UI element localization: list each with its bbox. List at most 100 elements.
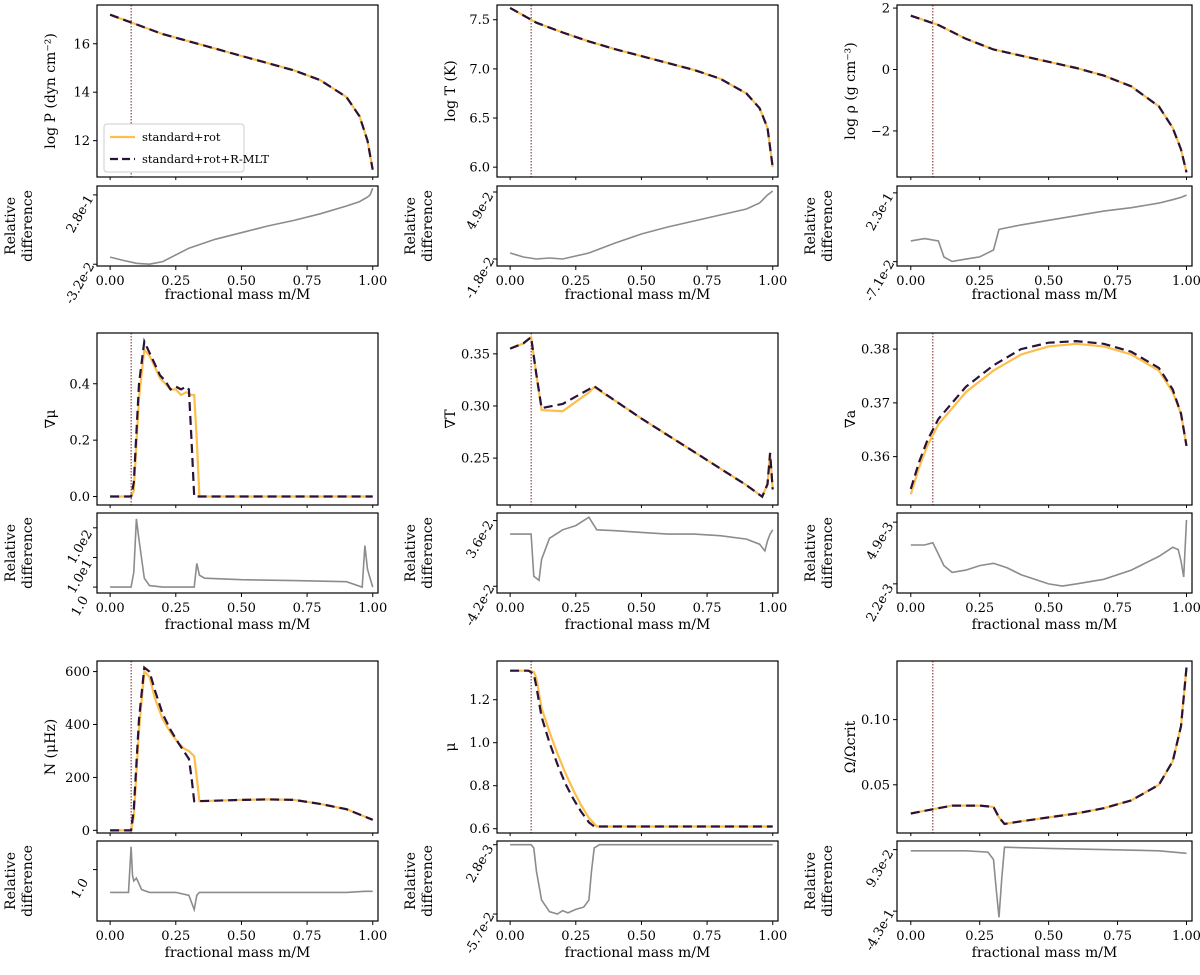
series-standard-rot-line (910, 14, 1188, 173)
difference-plot-frame (896, 512, 1193, 594)
diff-y-axis-label: difference (820, 517, 836, 589)
x-tick-label: 0.75 (1103, 274, 1132, 289)
y-tick-label: 7.0 (469, 62, 490, 77)
legend-label: standard+rot+R-MLT (142, 152, 269, 166)
x-tick-label: 1.00 (358, 601, 387, 616)
difference-plot-frame (496, 512, 779, 594)
y-tick-label: 0 (882, 63, 890, 78)
diff-y-tick-label: 2.3e-1 (864, 191, 898, 234)
series-standard-rot-rmlt-line (110, 337, 373, 498)
diff-y-axis-label: Relative (803, 524, 819, 582)
x-tick-label: 1.00 (1172, 929, 1200, 944)
relative-difference-line (110, 846, 373, 913)
panel-5: 0.36 0.37 0.38 ∇a 2.2e-3 4.9e-3 0.00 0.25 0.50 0.… (803, 332, 1200, 633)
x-tick-label: 0.50 (627, 274, 656, 289)
relative-difference-line (509, 190, 774, 260)
x-axis-label: fractional mass m/M (565, 287, 711, 303)
main-plot-frame (96, 332, 379, 506)
diff-y-axis-label: difference (20, 190, 36, 262)
difference-plot: -5.7e-2 2.8e-3 0.00 0.25 0.50 0.75 1.00 Relativ… (403, 840, 787, 961)
x-tick-label: 1.00 (358, 929, 387, 944)
diff-y-tick-label: 2.8e-1 (64, 193, 98, 236)
series-standard-rot-line (110, 347, 373, 498)
series-standard-rot-rmlt-line (110, 665, 374, 832)
x-tick-label: 0.75 (1103, 601, 1132, 616)
x-axis-label: fractional mass m/M (165, 617, 311, 633)
x-tick-label: 0.50 (227, 601, 256, 616)
diff-y-axis-label: Relative (403, 852, 419, 910)
y-tick-label: 0.35 (461, 347, 490, 362)
x-tick-label: 0.50 (1034, 274, 1063, 289)
diff-y-tick-label: -5.7e-2 (463, 910, 499, 957)
diff-y-axis-label: difference (420, 190, 436, 262)
diff-y-tick-label: 1.0 (69, 594, 92, 619)
x-axis-label: fractional mass m/M (972, 617, 1118, 633)
x-tick-label: 0.50 (627, 929, 656, 944)
y-tick-label: 1.2 (469, 693, 490, 708)
series-standard-rot-line (509, 335, 774, 499)
y-tick-label: 0.4 (69, 377, 90, 392)
x-tick-label: 0.00 (896, 274, 925, 289)
diff-y-tick-label: -7.1e-2 (863, 258, 899, 305)
y-tick-label: 0.25 (461, 452, 490, 467)
diff-y-tick-label: 1.0e2 (65, 528, 96, 567)
x-tick-label: 0.25 (561, 274, 590, 289)
y-tick-label: 0.8 (469, 779, 490, 794)
panel-0: 12 14 16 log P (dyn cm⁻²) -3.2e-2 2.8e-1 0.00 0… (3, 4, 387, 307)
x-tick-label: 0.75 (693, 929, 722, 944)
x-tick-label: 0.00 (896, 929, 925, 944)
diff-y-axis-label: Relative (3, 852, 19, 910)
diff-y-axis-label: Relative (803, 852, 819, 910)
diff-y-axis-label: difference (420, 845, 436, 917)
x-tick-label: 0.75 (293, 601, 322, 616)
difference-plot: 1.0 0.00 0.25 0.50 0.75 1.00 Relative differenc… (3, 840, 387, 961)
legend-label: standard+rot (142, 130, 221, 144)
x-tick-label: 0.75 (293, 929, 322, 944)
y-tick-label: 0.10 (861, 713, 890, 728)
relative-difference-line (910, 519, 1188, 587)
difference-plot-frame (496, 840, 779, 922)
panel-6: 0 200 400 600 N (μHz) 1.0 0.00 0.25 0.50 0.75 1.00… (3, 660, 387, 961)
y-tick-label: −2 (871, 124, 890, 139)
series-standard-rot-rmlt-line (910, 14, 1188, 173)
x-tick-label: 0.25 (965, 274, 994, 289)
y-axis-label: log ρ (g cm⁻³) (843, 42, 859, 139)
diff-y-axis-label: Relative (403, 197, 419, 255)
main-plot-frame (896, 4, 1193, 178)
diff-y-axis-label: Relative (3, 524, 19, 582)
diff-y-tick-label: 2.2e-3 (864, 582, 898, 625)
x-tick-label: 0.75 (293, 274, 322, 289)
x-tick-label: 0.50 (227, 274, 256, 289)
diff-y-axis-label: Relative (403, 524, 419, 582)
difference-plot-frame (496, 185, 779, 267)
x-tick-label: 1.00 (358, 274, 387, 289)
y-tick-label: 0.38 (861, 343, 890, 358)
x-axis-label: fractional mass m/M (165, 287, 311, 303)
y-tick-label: 6.0 (469, 161, 490, 176)
diff-y-tick-label: -1.8e-2 (463, 255, 499, 302)
x-tick-label: 0.25 (561, 929, 590, 944)
diff-y-tick-label: 4.9e-3 (864, 520, 898, 563)
x-axis-label: fractional mass m/M (972, 287, 1118, 303)
series-standard-rot-rmlt-line (910, 667, 1188, 826)
x-axis-label: fractional mass m/M (565, 617, 711, 633)
x-tick-label: 0.75 (693, 601, 722, 616)
x-axis-label: fractional mass m/M (565, 945, 711, 961)
y-tick-label: 0.6 (469, 822, 490, 837)
relative-difference-line (910, 846, 1187, 918)
x-tick-label: 1.00 (758, 274, 787, 289)
y-axis-label: ∇μ (43, 410, 59, 429)
diff-y-axis-label: difference (820, 845, 836, 917)
panel-4: 0.25 0.30 0.35 ∇T -4.2e-2 3.6e-2 0.00 0.25 0.50 0… (403, 332, 787, 633)
y-tick-label: 12 (73, 134, 90, 149)
y-tick-label: 6.5 (469, 112, 490, 127)
x-tick-label: 0.50 (1034, 601, 1063, 616)
diff-y-axis-label: difference (20, 845, 36, 917)
x-tick-label: 0.25 (161, 929, 190, 944)
difference-plot-frame (896, 840, 1193, 922)
x-tick-label: 0.25 (561, 601, 590, 616)
x-tick-label: 1.00 (1172, 601, 1200, 616)
diff-y-tick-label: 9.3e-2 (864, 847, 898, 890)
